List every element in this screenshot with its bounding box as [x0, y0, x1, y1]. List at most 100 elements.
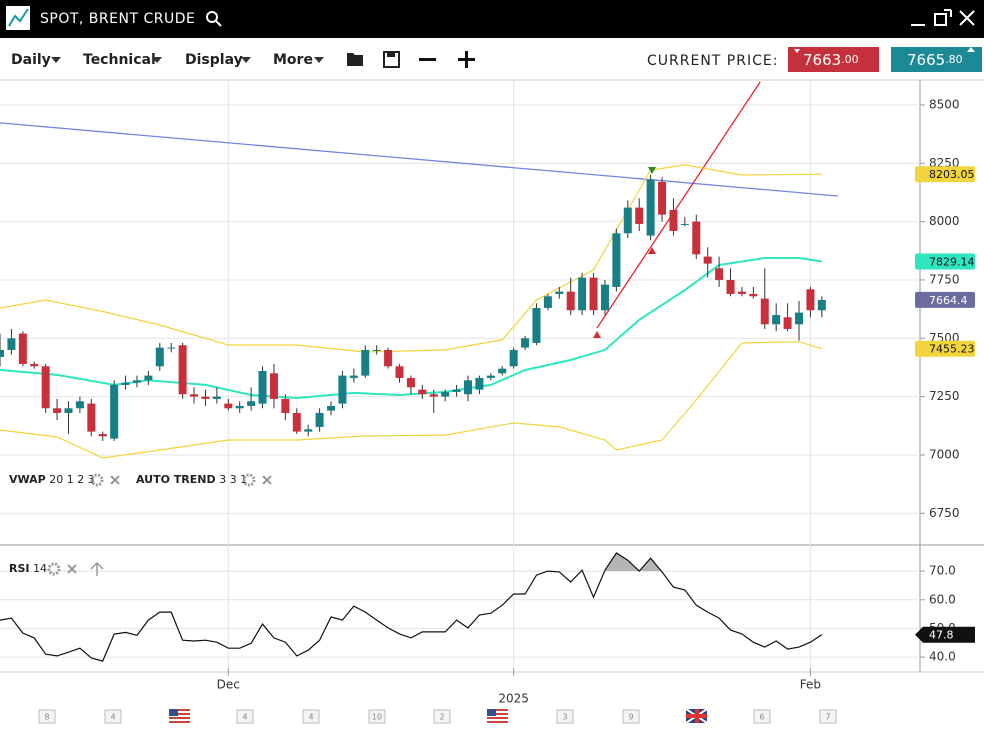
candle-body [30, 363, 39, 367]
x-tick-label: Feb [800, 678, 821, 692]
event-icon[interactable] [622, 709, 640, 724]
close-button[interactable] [959, 10, 975, 26]
trend-line [0, 122, 838, 197]
event-icon[interactable] [753, 709, 771, 724]
popout-button[interactable] [934, 9, 952, 26]
move-up-icon[interactable] [90, 561, 104, 576]
uk-flag[interactable] [685, 708, 708, 724]
overbought-area [0, 553, 822, 572]
candle-body [635, 207, 644, 224]
candle-body [521, 338, 530, 348]
save-button[interactable] [383, 51, 400, 68]
remove-icon[interactable] [110, 475, 120, 485]
settings-icon[interactable] [90, 473, 104, 487]
event-count: 10 [372, 713, 382, 722]
x-tick-label: Dec [217, 678, 240, 692]
indicator-label[interactable]: VWAP 20 1 2 3 [9, 473, 95, 486]
event-icon[interactable] [38, 709, 56, 724]
menu-technical[interactable]: Technical [83, 52, 156, 68]
open-button[interactable] [347, 53, 363, 66]
grid [0, 80, 920, 672]
title-bar [0, 0, 984, 38]
candle-body [806, 289, 815, 311]
candle-body [269, 373, 278, 399]
rsi-label[interactable]: RSI 14 [9, 562, 47, 575]
event-count: 7 [825, 713, 830, 722]
event-count: 6 [759, 713, 764, 722]
candle-body [201, 396, 210, 399]
band-line [0, 341, 822, 459]
candle-body [361, 349, 370, 376]
y-tick-label: 8000 [929, 214, 960, 228]
x-tick-label: 2025 [498, 692, 529, 706]
us-flag[interactable] [169, 709, 190, 723]
band-line [0, 164, 822, 353]
ask-box[interactable] [891, 47, 982, 72]
settings-icon[interactable] [242, 473, 256, 487]
candle-body [418, 389, 427, 395]
candle-body [190, 394, 199, 397]
candle-body [760, 298, 769, 325]
event-icon[interactable] [433, 709, 451, 724]
menu-display[interactable]: Display [185, 52, 243, 68]
event-icon[interactable] [236, 709, 254, 724]
candle-body [110, 384, 119, 439]
remove-icon[interactable] [67, 564, 77, 574]
zoom-out-button[interactable] [419, 58, 436, 61]
candle-body [429, 394, 438, 397]
candle-body [235, 405, 244, 409]
us-flag[interactable] [487, 709, 508, 723]
y-tick-label: 40.0 [929, 650, 956, 664]
candle-body [578, 277, 587, 311]
candle-body [498, 368, 507, 374]
candle-body [258, 370, 267, 404]
settings-icon[interactable] [47, 562, 61, 576]
event-icon[interactable] [104, 709, 122, 724]
price-tag [915, 166, 975, 183]
remove-icon[interactable] [262, 475, 272, 485]
event-count: 2 [439, 713, 444, 722]
candle-body [304, 429, 313, 432]
event-icon[interactable] [302, 709, 320, 724]
search-button[interactable] [206, 11, 222, 27]
candle-body [692, 221, 701, 255]
candle-body [395, 366, 404, 378]
indicator-label[interactable]: AUTO TREND 3 3 1 [136, 473, 247, 486]
candle-body [75, 401, 84, 409]
candle-body [680, 223, 689, 225]
event-icon[interactable] [368, 709, 386, 724]
candle-body [555, 291, 564, 294]
y-tick-label: 60.0 [929, 592, 956, 606]
price-tag [915, 253, 975, 270]
event-count: 4 [110, 713, 115, 722]
candle-body [749, 293, 758, 297]
y-tick-label: 7250 [929, 389, 960, 403]
buy-signal [593, 331, 601, 338]
trend-line [596, 81, 761, 329]
candle-body [600, 284, 609, 311]
instrument-title: SPOT, BRENT CRUDE [40, 11, 195, 27]
rsi-line [0, 552, 823, 662]
candle-body [543, 296, 552, 308]
price-tag [915, 626, 975, 643]
candle-body [178, 345, 187, 395]
candle-body [441, 391, 450, 397]
event-icon[interactable] [556, 709, 574, 724]
bid-box[interactable] [788, 47, 879, 72]
menu-daily[interactable]: Daily [11, 52, 51, 68]
menu-more[interactable]: More [273, 52, 313, 68]
price-tag [915, 291, 975, 308]
event-count: 9 [628, 713, 633, 722]
event-icon[interactable] [819, 709, 837, 724]
candle-body [292, 412, 301, 432]
candle-body [509, 349, 518, 367]
y-tick-label: 7750 [929, 272, 960, 286]
candle-body [53, 408, 62, 413]
candle-body [475, 377, 484, 390]
dropdown-arrow [51, 57, 61, 63]
zoom-in-button[interactable] [458, 51, 475, 68]
price-tag-label: 7664.4 [929, 294, 968, 307]
plot-area [0, 81, 838, 662]
price-tag-label: 47.8 [929, 629, 954, 642]
candle-body [612, 233, 621, 287]
